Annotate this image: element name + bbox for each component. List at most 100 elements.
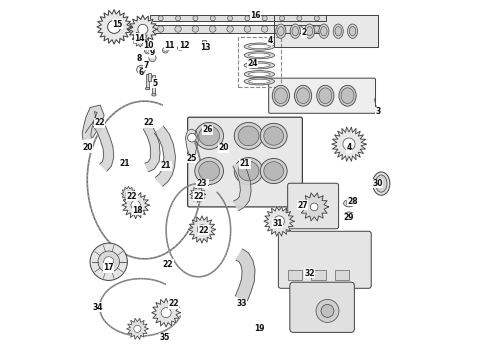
Text: 13: 13 [200,43,211,52]
Circle shape [310,203,318,211]
Circle shape [131,201,140,210]
Ellipse shape [317,85,334,106]
Circle shape [244,26,250,32]
Ellipse shape [260,158,287,184]
Ellipse shape [199,126,220,146]
Circle shape [139,71,143,74]
Ellipse shape [260,123,287,148]
Circle shape [147,44,150,47]
Ellipse shape [234,158,263,184]
Bar [148,73,151,81]
Circle shape [137,37,141,40]
Polygon shape [188,216,216,243]
Text: 2: 2 [301,28,307,37]
Bar [288,270,302,280]
Circle shape [280,16,285,21]
Text: 26: 26 [202,125,213,134]
Circle shape [204,45,207,49]
Bar [147,74,149,89]
Ellipse shape [278,27,284,36]
Ellipse shape [238,126,259,146]
Text: 11: 11 [165,41,175,50]
FancyBboxPatch shape [188,117,302,207]
Text: 25: 25 [186,154,196,163]
Ellipse shape [306,27,313,36]
Text: 19: 19 [254,324,265,333]
Text: 4: 4 [268,36,273,45]
Ellipse shape [294,85,312,106]
Text: 21: 21 [161,161,171,170]
Circle shape [137,65,146,74]
Bar [150,25,326,33]
Circle shape [158,16,163,21]
Ellipse shape [264,127,284,145]
Circle shape [347,216,351,220]
Ellipse shape [199,161,220,181]
Text: 6: 6 [138,68,144,77]
Ellipse shape [343,200,354,207]
Text: 24: 24 [247,59,257,68]
Circle shape [175,16,181,21]
Circle shape [134,325,141,332]
Text: 22: 22 [193,192,204,201]
Circle shape [126,191,131,196]
Circle shape [190,157,193,160]
Polygon shape [143,125,160,172]
Circle shape [168,44,172,47]
Ellipse shape [264,162,284,180]
Circle shape [202,228,205,232]
Circle shape [351,200,354,203]
FancyBboxPatch shape [288,183,339,229]
Ellipse shape [248,63,270,67]
Text: 22: 22 [198,226,209,235]
Text: 21: 21 [120,159,130,168]
Text: 35: 35 [159,333,170,342]
Circle shape [314,26,320,32]
Circle shape [376,110,379,114]
Circle shape [204,182,207,185]
Circle shape [192,26,198,32]
Ellipse shape [195,122,223,149]
Ellipse shape [343,212,354,220]
Text: 1: 1 [203,179,208,188]
Ellipse shape [349,27,356,36]
Ellipse shape [248,44,270,49]
Circle shape [145,48,150,54]
Circle shape [150,51,153,54]
Text: 31: 31 [272,219,283,228]
Circle shape [108,21,121,33]
Circle shape [221,146,225,149]
Bar [238,37,281,87]
Circle shape [196,194,200,198]
Circle shape [108,21,121,33]
Polygon shape [82,105,104,139]
Bar [201,40,206,47]
Circle shape [104,257,114,267]
Circle shape [243,162,247,166]
Circle shape [123,162,126,166]
Ellipse shape [320,27,327,36]
Circle shape [200,182,204,185]
Polygon shape [274,15,378,47]
Bar [311,270,326,280]
Ellipse shape [248,53,270,57]
Circle shape [96,306,100,309]
Circle shape [98,121,101,125]
Circle shape [227,16,233,21]
Text: 30: 30 [372,179,383,188]
Text: 20: 20 [218,143,229,152]
Circle shape [376,182,379,185]
Ellipse shape [339,85,356,106]
Circle shape [164,164,168,167]
Text: 4: 4 [346,143,352,152]
Polygon shape [126,318,148,339]
Polygon shape [235,249,255,301]
Ellipse shape [304,24,315,39]
Text: 22: 22 [163,260,173,269]
Circle shape [205,128,209,132]
Circle shape [210,16,215,21]
Polygon shape [154,126,175,186]
Circle shape [172,302,175,306]
Circle shape [302,31,306,35]
Circle shape [347,146,351,149]
